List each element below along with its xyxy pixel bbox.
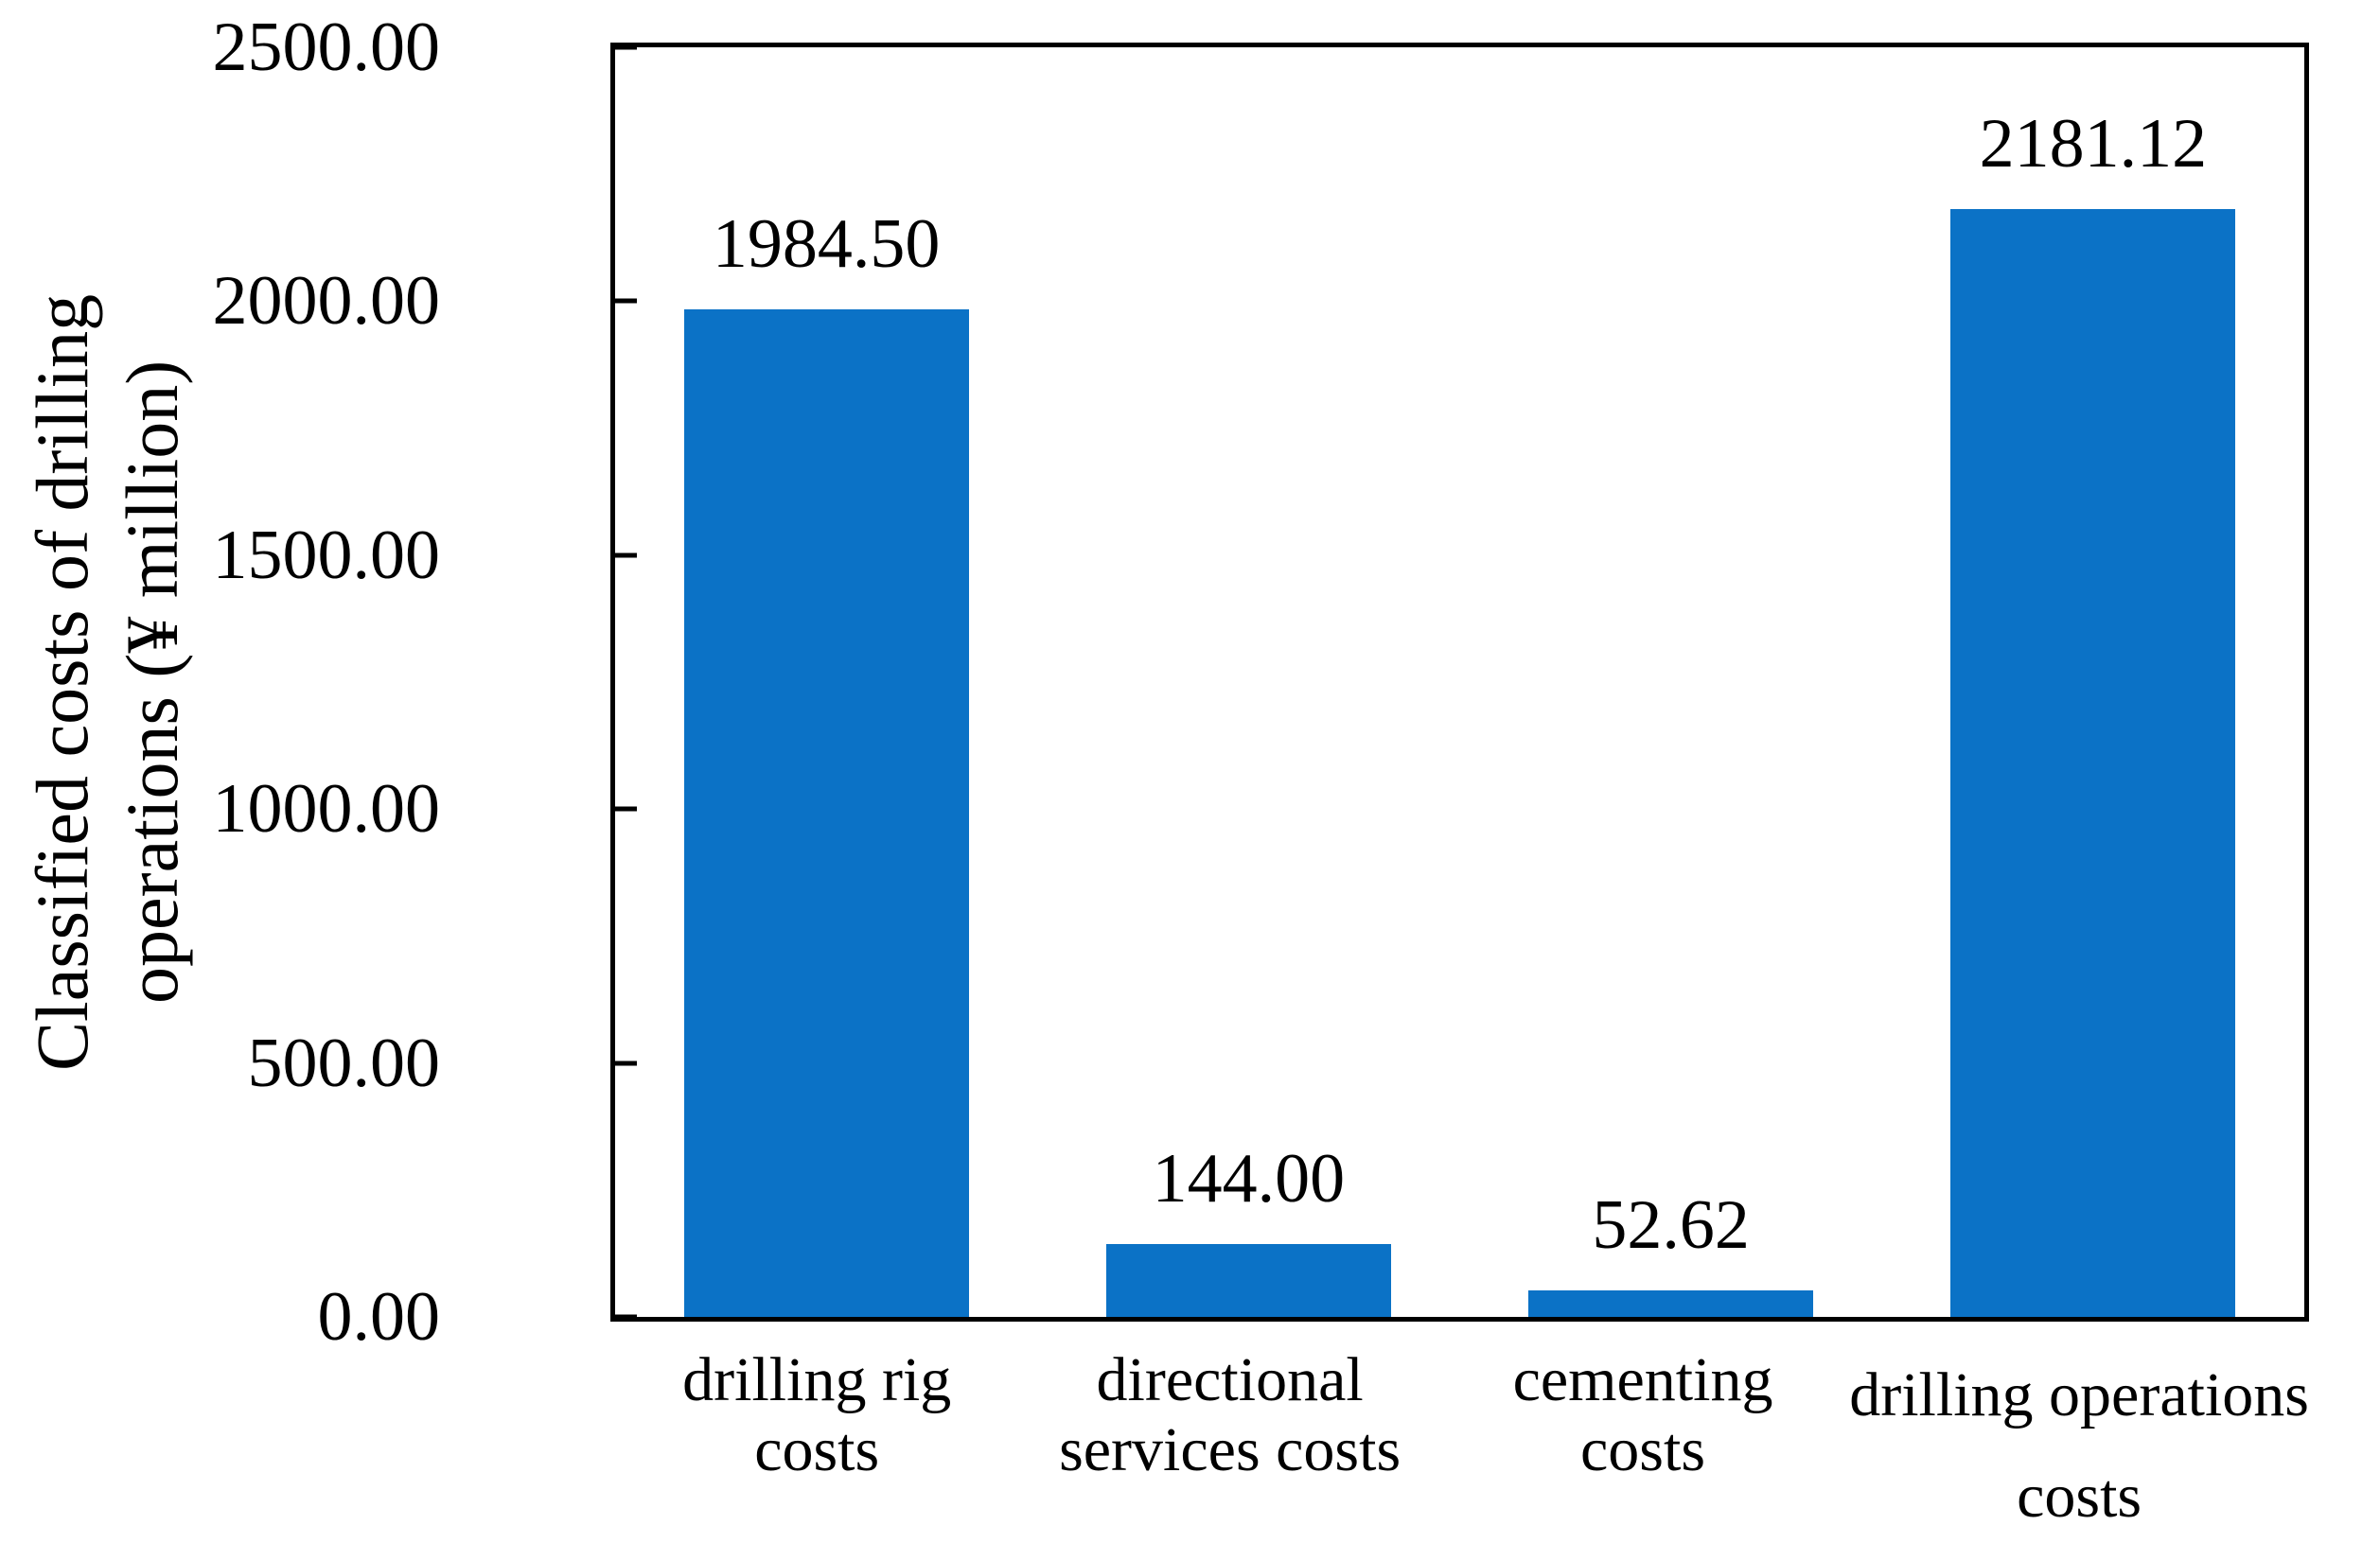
x-category-label: directional services costs [1059, 1345, 1402, 1484]
bars-row: 1984.50 144.00 52.62 2181.12 [615, 47, 2304, 1317]
y-tick-mark [615, 806, 637, 812]
x-axis-labels: drilling rig costs directional services c… [610, 1345, 2309, 1543]
y-tick-label: 0.00 [317, 1278, 441, 1356]
bar-value-label: 1984.50 [712, 204, 941, 283]
x-category-label: drilling operations costs [1849, 1360, 2309, 1531]
y-tick-label: 1000.00 [212, 770, 441, 849]
bar-value-label: 144.00 [1152, 1139, 1346, 1218]
x-category-label: drilling rig costs [682, 1345, 952, 1484]
y-tick-mark [615, 298, 637, 304]
y-tick-label: 2500.00 [212, 9, 441, 86]
y-tick-mark [615, 44, 637, 50]
y-tick-mark [615, 1061, 637, 1066]
x-category-label: cementing costs [1512, 1345, 1773, 1484]
y-axis-ticks: 2500.00 2000.00 1500.00 1000.00 500.00 0.00 [213, 12, 2304, 1352]
y-tick-label: 2000.00 [212, 262, 441, 341]
bar-slot: 52.62 [1460, 47, 1882, 1317]
bar [1528, 1289, 1814, 1317]
bar [1105, 1243, 1391, 1317]
bar-slot: 2181.12 [1882, 47, 2304, 1317]
bar-value-label: 52.62 [1592, 1185, 1750, 1264]
y-tick-label: 500.00 [247, 1024, 441, 1102]
bar-value-label: 2181.12 [1979, 105, 2208, 184]
plot-area: 2500.00 2000.00 1500.00 1000.00 500.00 0.00 1… [213, 12, 2309, 1352]
y-tick-mark [615, 1314, 637, 1320]
bar-slot: 144.00 [1037, 47, 1459, 1317]
y-axis-title: Classified costs of drilling operations … [21, 293, 194, 1071]
y-tick-label: 1500.00 [212, 516, 441, 594]
bar-slot: 1984.50 [615, 47, 1037, 1317]
y-tick-mark [615, 552, 637, 558]
bar [683, 308, 969, 1317]
bar [1950, 209, 2236, 1317]
